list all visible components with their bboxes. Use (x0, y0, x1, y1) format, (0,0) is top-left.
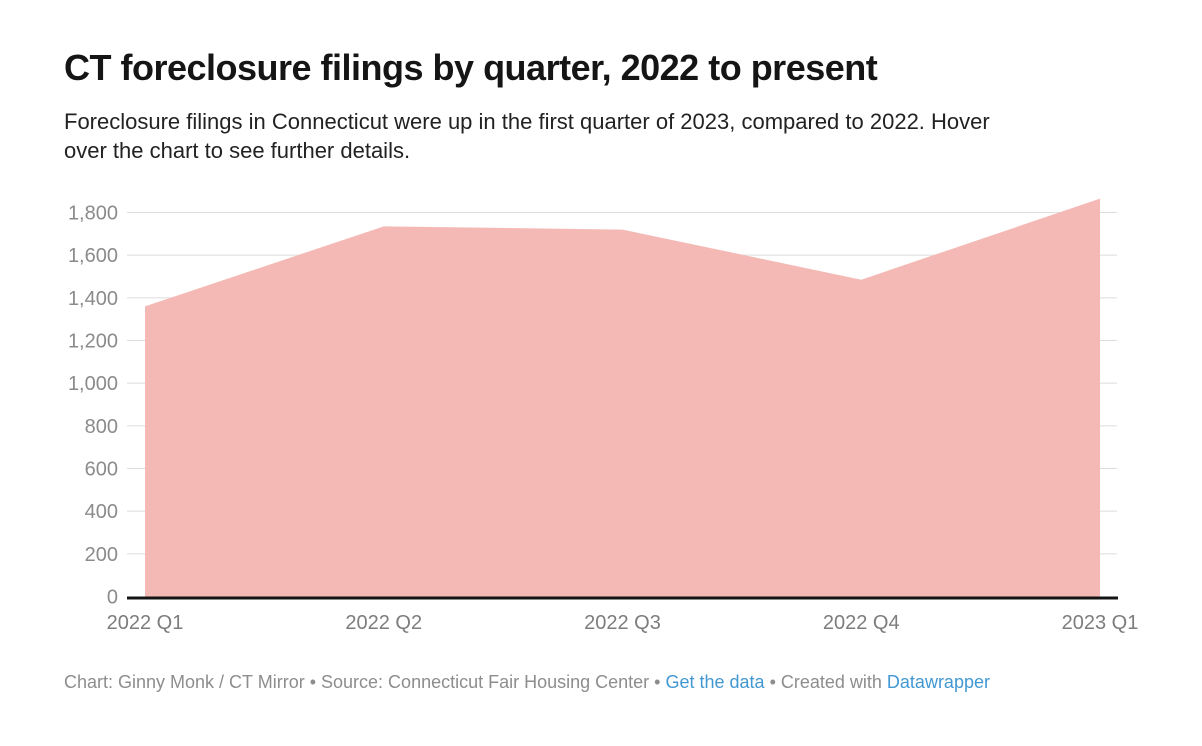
area-fill (145, 198, 1100, 597)
y-axis-label: 600 (85, 459, 118, 481)
y-axis-label: 1,400 (68, 288, 118, 310)
y-axis-label: 400 (85, 501, 118, 523)
chart-description-line-1: Foreclosure filings in Connecticut were … (64, 109, 990, 135)
datawrapper-link[interactable]: Datawrapper (886, 672, 990, 693)
chart-description: Foreclosure filings in Connecticut were … (64, 107, 1138, 165)
get-the-data-link[interactable]: Get the data (665, 672, 765, 693)
y-axis-label: 0 (107, 587, 118, 609)
x-axis-label: 2022 Q3 (584, 612, 661, 634)
chart-footer: Chart: Ginny Monk / CT Mirror • Source: … (64, 671, 1138, 693)
y-axis-label: 1,000 (68, 373, 118, 395)
y-axis-label: 800 (85, 416, 118, 438)
footer-created-with: • Created with (764, 672, 887, 693)
x-axis-label: 2022 Q1 (107, 612, 184, 634)
area-chart[interactable]: 0 200 400 600 800 1,000 1,200 1,400 1,600 1,800 20… (0, 189, 1202, 649)
y-axis-label: 1,800 (68, 203, 118, 225)
footer-credit: Chart: Ginny Monk / CT Mirror • Source: … (64, 672, 666, 693)
chart-description-line-2: over the chart to see further details. (64, 138, 411, 164)
chart-title: CT foreclosure filings by quarter, 2022 … (64, 47, 878, 88)
x-axis-label: 2022 Q2 (345, 612, 422, 634)
y-axis-label: 1,600 (68, 245, 118, 267)
y-axis-label: 1,200 (68, 331, 118, 353)
x-axis-label: 2023 Q1 (1062, 612, 1139, 634)
x-axis-label: 2022 Q4 (823, 612, 900, 634)
y-axis-label: 200 (85, 544, 118, 566)
